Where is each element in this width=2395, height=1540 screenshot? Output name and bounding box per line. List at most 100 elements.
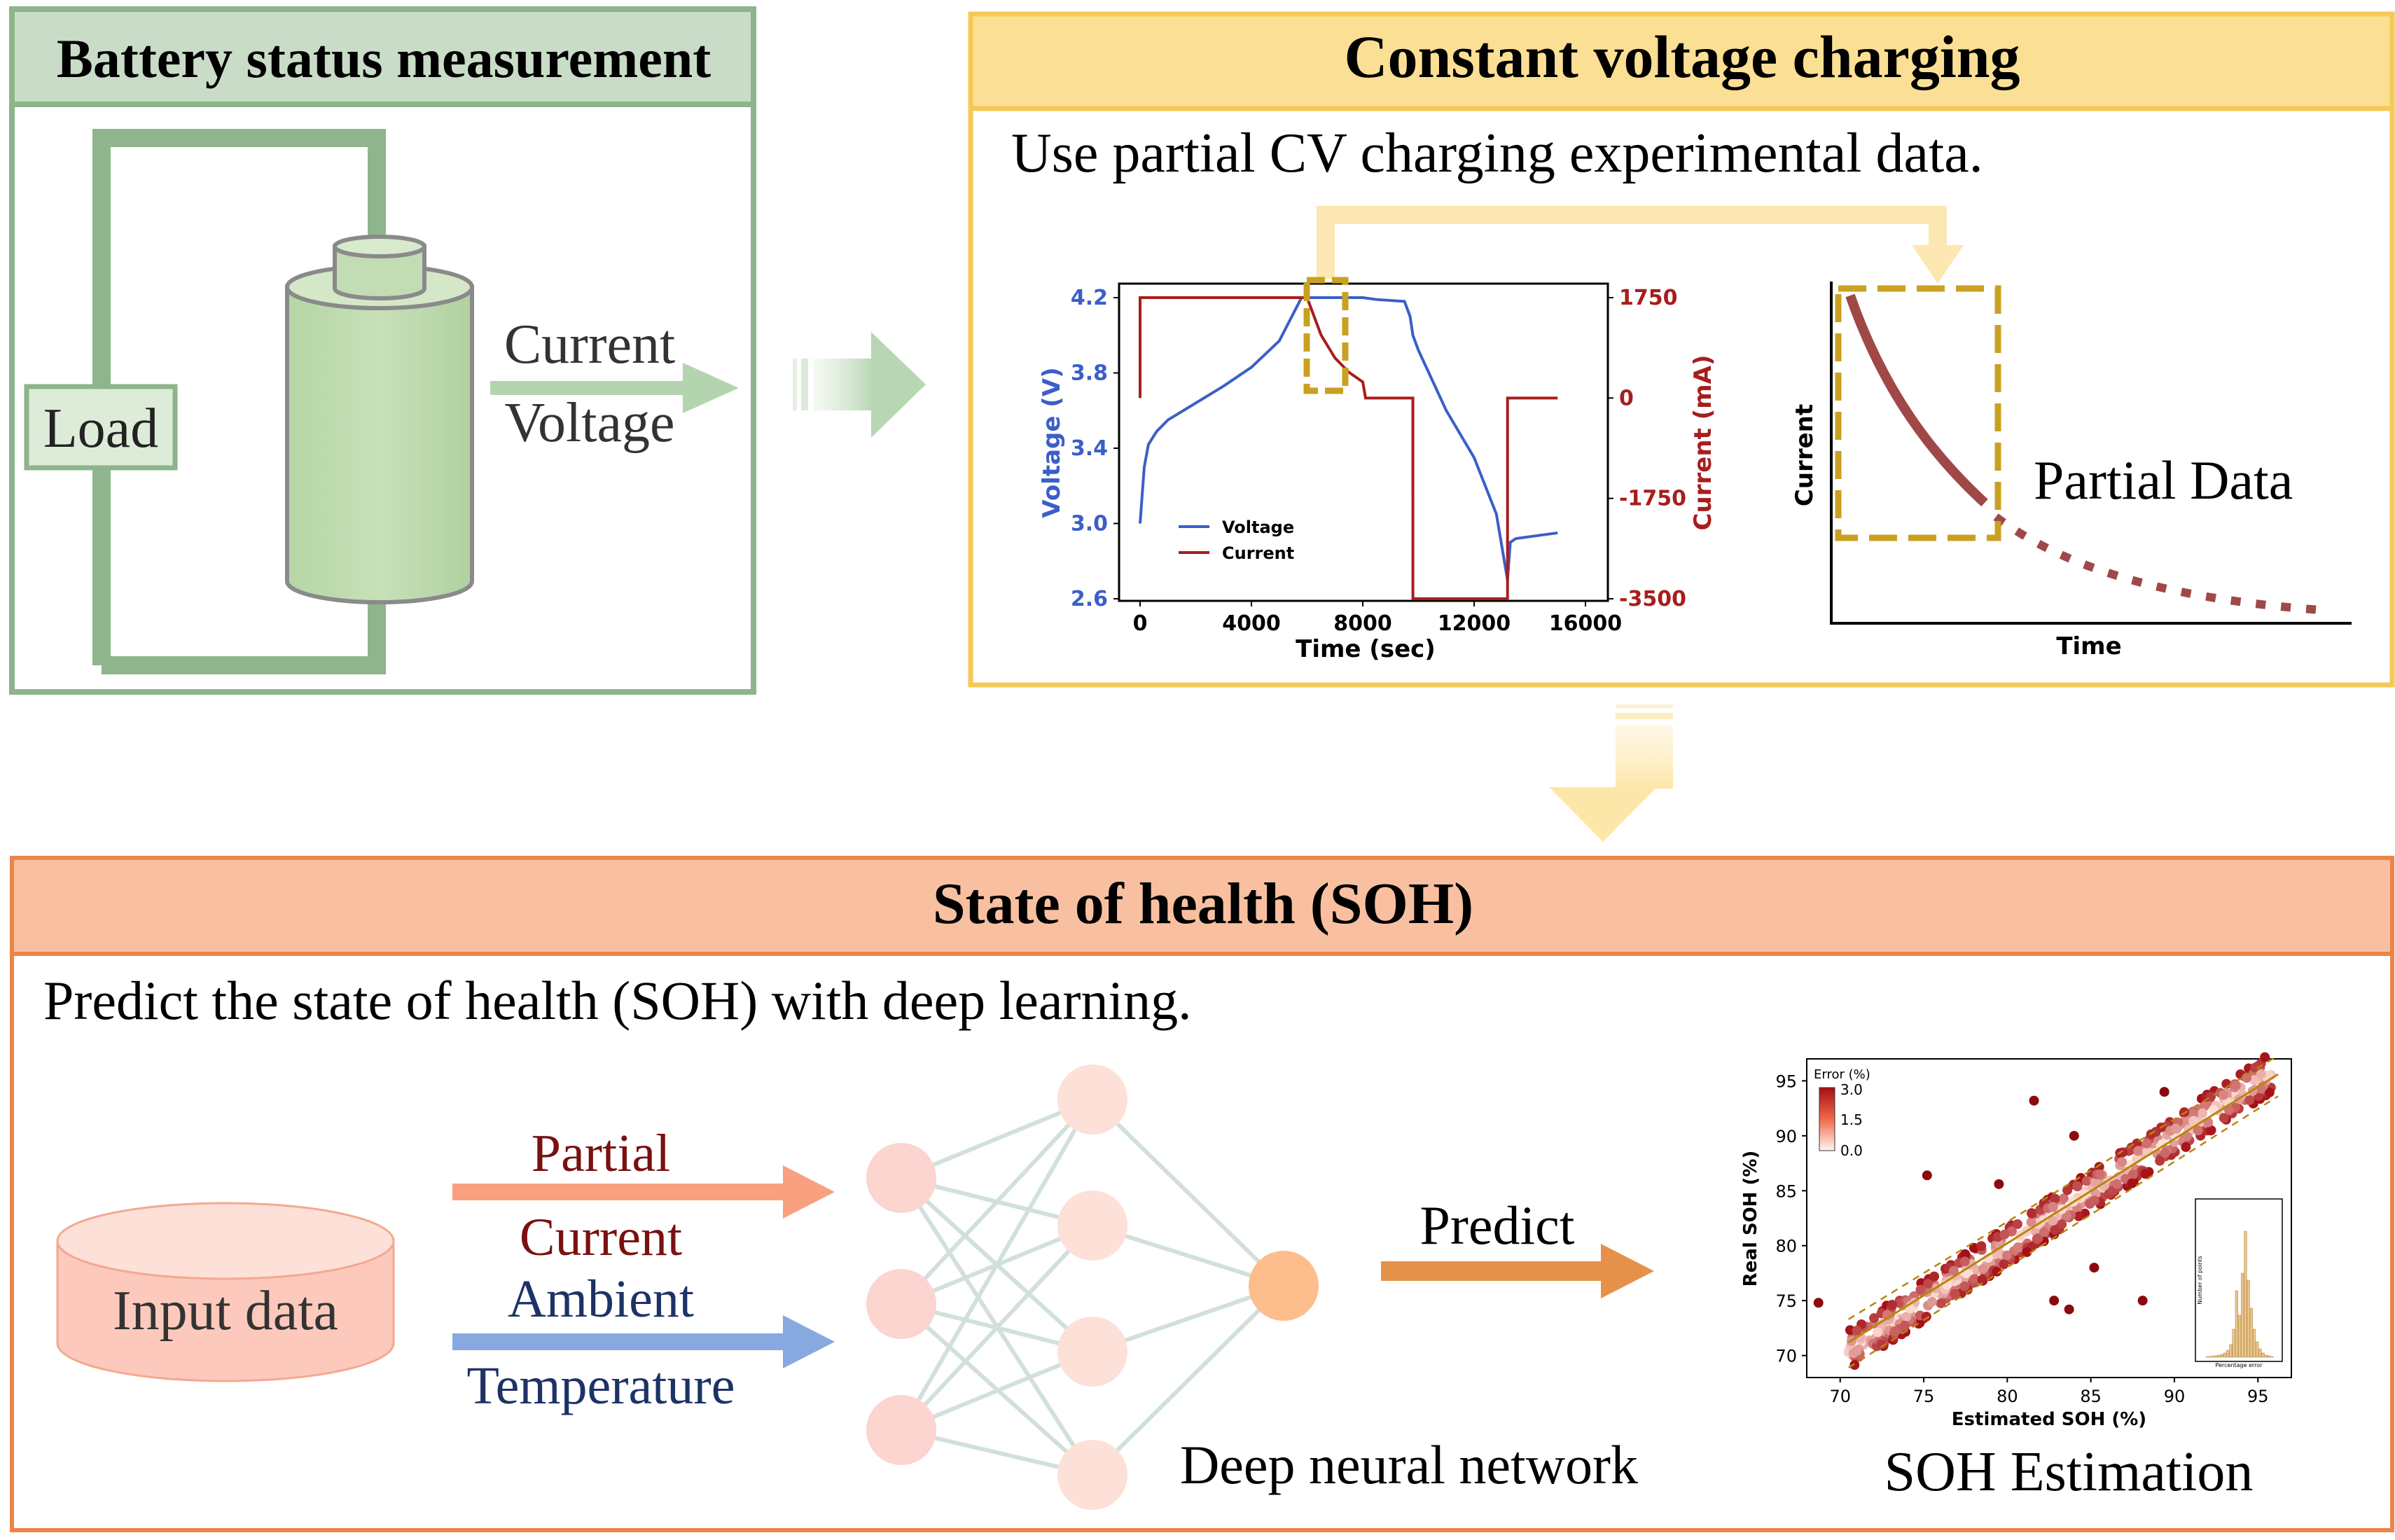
cv-panel-header [968, 11, 2395, 111]
soh-point [2230, 1080, 2241, 1090]
inset-ylabel: Number of points [2197, 1256, 2203, 1305]
cv-panel: Constant voltage charging Use partial CV… [968, 11, 2395, 688]
soh-outlier-point [2064, 1304, 2074, 1314]
soh-panel-title: State of health (SOH) [933, 871, 1473, 936]
inset-bar [2261, 1352, 2265, 1358]
soh-outlier-point [1994, 1179, 2004, 1189]
soh-point [2188, 1109, 2198, 1119]
soh-point [2012, 1219, 2022, 1229]
nn-edge [899, 1097, 1095, 1306]
partial-ylabel: Current [1791, 404, 1819, 506]
flow-arrow-down [1549, 705, 1673, 842]
legend-voltage-label: Voltage [1222, 518, 1294, 537]
nn-edge [899, 1223, 1095, 1432]
soh-point [2057, 1219, 2067, 1230]
vc-ylabel: Voltage (V) [1038, 367, 1066, 518]
soh-point [2224, 1105, 2235, 1116]
soh-point [2198, 1108, 2208, 1118]
current-label: Current [504, 314, 675, 375]
inset-bar [2220, 1354, 2223, 1358]
soh-panel-subtitle: Predict the state of health (SOH) with d… [43, 970, 1192, 1031]
soh-point [1915, 1284, 1926, 1295]
ambient-temperature-arrow [452, 1315, 835, 1368]
soh-point [1950, 1289, 1960, 1299]
soh-point [2155, 1156, 2165, 1166]
soh-point [1929, 1271, 1940, 1282]
soh-point [1915, 1317, 1925, 1328]
inset-bar [2267, 1355, 2271, 1358]
soh-outlier-point [2029, 1095, 2039, 1106]
soh-point [2032, 1234, 2042, 1244]
soh-point [1869, 1313, 1880, 1324]
soh-ytick-label: 95 [1775, 1071, 1797, 1091]
soh-point [2111, 1179, 2122, 1189]
soh-point [2256, 1069, 2266, 1079]
soh-point [1959, 1281, 1970, 1291]
partial-highlight-box [1303, 277, 1349, 394]
current-series-line [1139, 296, 1558, 600]
soh-point [2022, 1247, 2032, 1257]
vc-xtick-label: 0 [1133, 611, 1148, 636]
soh-lower-bound [1847, 1095, 2279, 1368]
soh-point [2117, 1157, 2127, 1167]
soh-point [2140, 1169, 2151, 1179]
soh-xtick-label: 85 [2080, 1387, 2102, 1406]
colorbar-tick-mid: 1.5 [1840, 1111, 1863, 1128]
vc-xlabel: Time (sec) [1296, 635, 1436, 663]
inset-bar [2256, 1341, 2259, 1358]
soh-point [2133, 1146, 2144, 1156]
vc-xtick-label: 4000 [1222, 611, 1281, 636]
cv-panel-title: Constant voltage charging [1344, 23, 2020, 90]
soh-point [2181, 1131, 2192, 1142]
flow-arrow-right [793, 332, 926, 438]
soh-ylabel: Real SOH (%) [1740, 1151, 1761, 1287]
voltage-label: Voltage [505, 392, 675, 454]
soh-point [1983, 1253, 1994, 1263]
battery-cell-icon [285, 235, 474, 604]
inset-bar [2235, 1290, 2238, 1358]
partial-curve-dotted [1993, 513, 2331, 615]
vc-xtick-label: 12000 [1438, 611, 1511, 636]
battery-panel: Battery status measurement Load Current … [9, 6, 756, 695]
soh-point [2095, 1169, 2105, 1179]
partial-current-arrow [452, 1165, 835, 1219]
soh-panel: State of health (SOH) Predict the state … [10, 856, 2394, 1532]
inset-bar [2217, 1354, 2221, 1358]
vc-ytick-label: 3.0 [1071, 512, 1108, 536]
soh-scatter-chart: 70 75 80 85 90 95 70 75 80 85 90 95 Error (%) 3.0 1… [1740, 1052, 2292, 1430]
vc-ytick-label: 3.4 [1071, 436, 1108, 461]
nn-node [1057, 1317, 1127, 1387]
soh-point [1852, 1325, 1862, 1336]
soh-xlabel: Estimated SOH (%) [1952, 1409, 2146, 1430]
inset-bar [2212, 1355, 2215, 1358]
partial-data-box [1835, 285, 2001, 541]
nn-node [866, 1395, 936, 1465]
soh-panel-header [10, 856, 2394, 956]
soh-point [1976, 1241, 1987, 1251]
vc-y2tick-label: 1750 [1619, 286, 1678, 310]
inset-bar [2252, 1329, 2256, 1358]
soh-point [2118, 1147, 2128, 1158]
soh-point [2193, 1125, 2203, 1136]
inset-bar [2249, 1307, 2253, 1358]
soh-ytick-label: 75 [1775, 1291, 1797, 1311]
soh-point [2048, 1202, 2058, 1212]
soh-point [1999, 1259, 2009, 1270]
soh-point [2219, 1113, 2229, 1123]
soh-point [2026, 1208, 2036, 1219]
soh-colorbar: Error (%) 3.0 1.5 0.0 [1814, 1067, 1870, 1159]
soh-point [1977, 1275, 1987, 1285]
soh-point [2127, 1178, 2137, 1188]
soh-outlier-point [2089, 1263, 2099, 1273]
predict-arrow [1381, 1244, 1654, 1298]
current-input-label: Current [520, 1208, 682, 1267]
soh-point [2160, 1148, 2170, 1158]
soh-point [1852, 1345, 1862, 1356]
inset-bar [2237, 1314, 2242, 1358]
soh-point [2050, 1193, 2060, 1204]
soh-point [1923, 1279, 1934, 1289]
soh-point [2048, 1216, 2058, 1226]
nn-edge [899, 1098, 1095, 1431]
vc-ytick-label: 3.8 [1071, 361, 1108, 386]
